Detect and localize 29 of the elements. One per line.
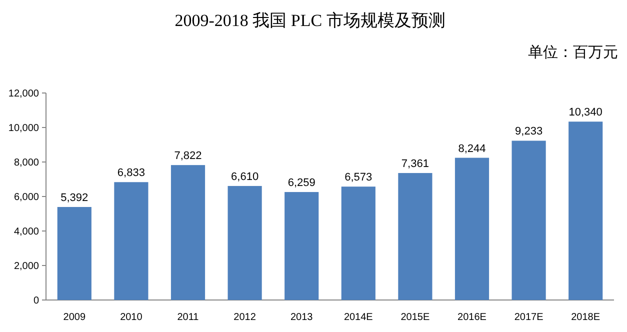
x-tick-label: 2009	[63, 312, 86, 323]
x-tick-label: 2018E	[571, 312, 600, 323]
data-label: 6,259	[288, 177, 316, 190]
y-tick-label: 12,000	[8, 88, 39, 100]
data-label: 7,822	[174, 150, 202, 162]
y-tick-label: 10,000	[8, 123, 39, 134]
data-label: 6,610	[231, 170, 259, 183]
data-label: 5,392	[60, 192, 88, 204]
y-tick-label: 0	[33, 296, 39, 306]
x-tick-label: 2010	[120, 312, 142, 323]
y-tick-label: 6,000	[14, 192, 39, 203]
y-tick-label: 8,000	[14, 158, 39, 168]
data-label: 6,833	[117, 167, 145, 180]
x-tick-label: 2017E	[514, 312, 544, 323]
x-tick-label: 2012	[234, 312, 256, 323]
data-label: 7,361	[401, 158, 429, 170]
x-tick-label: 2014E	[344, 312, 373, 323]
data-label: 10,340	[568, 106, 602, 119]
title: 2009-2018 我国 PLC 市场规模及预测	[174, 11, 446, 30]
annotation: 单位：百万元	[528, 45, 618, 61]
y-tick-label: 2,000	[14, 261, 39, 272]
x-tick-label: 2011	[177, 312, 199, 323]
data-label: 6,573	[344, 172, 372, 184]
x-tick-label: 2016E	[458, 312, 486, 323]
y-tick-label: 4,000	[14, 226, 39, 238]
x-tick-label: 2015E	[400, 312, 430, 323]
x-tick-label: 2013	[290, 312, 313, 323]
data-label: 8,244	[458, 142, 486, 155]
data-label: 9,233	[515, 126, 543, 138]
